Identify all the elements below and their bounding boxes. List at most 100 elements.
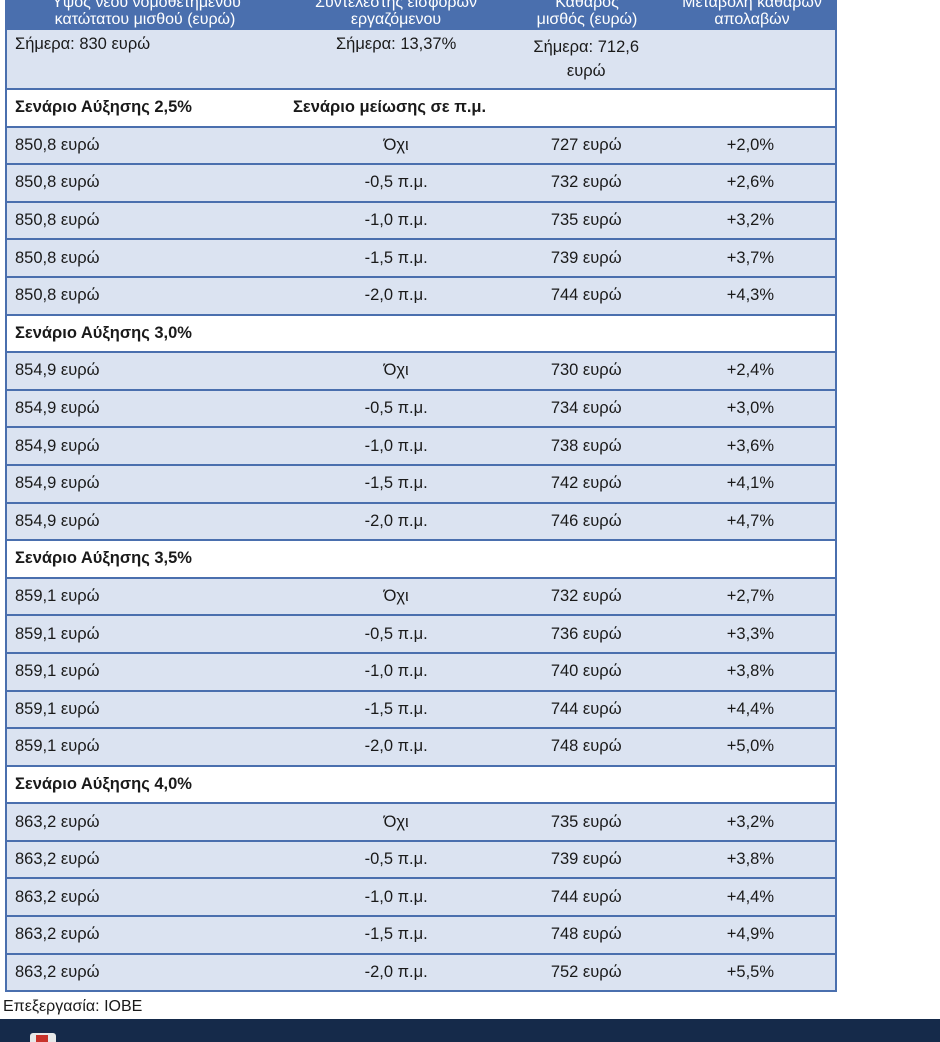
contribution-cell: -1,5 π.μ. [364, 248, 428, 267]
today-contribution: Σήμερα: 13,37% [335, 35, 457, 53]
table-header: Ύψος νέου νομοθετημένου κατώτατου μισθού… [5, 0, 837, 30]
net-wage-cell: 739 ευρώ [550, 248, 622, 267]
net-change-cell: +4,7% [726, 511, 775, 530]
net-change-cell: +5,5% [726, 962, 775, 981]
net-change-cell: +4,9% [726, 925, 775, 944]
net-change-cell: +3,2% [726, 211, 775, 230]
net-wage-cell: 735 ευρώ [550, 812, 622, 831]
net-change-cell: +3,3% [726, 624, 775, 643]
contribution-cell: -0,5 π.μ. [364, 850, 428, 869]
header-net-wage-line1: Καθαρός [555, 0, 619, 11]
min-wage-cell: 854,9 ευρώ [15, 474, 100, 493]
min-wage-cell: 854,9 ευρώ [15, 436, 100, 455]
net-change-cell: +2,6% [726, 173, 775, 192]
net-change-cell: +3,0% [726, 399, 775, 418]
min-wage-cell: 850,8 ευρώ [15, 135, 100, 154]
min-wage-cell: 859,1 ευρώ [15, 737, 100, 756]
header-net-change: Μεταβολή καθαρών απολαβών [667, 0, 837, 30]
min-wage-cell: 850,8 ευρώ [15, 211, 100, 230]
table-row: 854,9 ευρώ -0,5 π.μ. 734 ευρώ +3,0% [7, 390, 835, 429]
net-change-cell: +2,0% [726, 135, 775, 154]
net-change-cell: +3,6% [726, 436, 775, 455]
net-wage-cell: 730 ευρώ [550, 361, 622, 380]
contribution-cell: -2,0 π.μ. [364, 511, 428, 530]
scenario-header-row: Σενάριο Αύξησης 3,0% [7, 315, 835, 354]
min-wage-cell: 863,2 ευρώ [15, 887, 100, 906]
min-wage-cell: 863,2 ευρώ [15, 850, 100, 869]
net-change-cell: +3,2% [726, 812, 775, 831]
wage-scenarios-table: Σήμερα: 830 ευρώ Σήμερα: 13,37% Σήμερα: … [5, 30, 837, 993]
scenario-title: Σενάριο Αύξησης 2,5% [15, 98, 192, 117]
net-change-cell: +4,3% [726, 286, 775, 305]
min-wage-cell: 859,1 ευρώ [15, 587, 100, 606]
net-change-cell: +3,8% [726, 662, 775, 681]
net-wage-cell: 748 ευρώ [550, 737, 622, 756]
min-wage-cell: 863,2 ευρώ [15, 925, 100, 944]
table-row: 850,8 ευρώ Όχι 727 ευρώ +2,0% [7, 127, 835, 166]
min-wage-cell: 863,2 ευρώ [15, 812, 100, 831]
table-row: 850,8 ευρώ -0,5 π.μ. 732 ευρώ +2,6% [7, 165, 835, 203]
header-min-wage-line1: Ύψος νέου νομοθετημένου [49, 0, 241, 11]
table-row: 854,9 ευρώ Όχι 730 ευρώ +2,4% [7, 353, 835, 391]
header-min-wage: Ύψος νέου νομοθετημένου κατώτατου μισθού… [5, 0, 285, 30]
table-row: 854,9 ευρώ -1,5 π.μ. 742 ευρώ +4,1% [7, 465, 835, 504]
min-wage-cell: 854,9 ευρώ [15, 511, 100, 530]
net-wage-cell: 744 ευρώ [550, 887, 622, 906]
table-row: 863,2 ευρώ Όχι 735 ευρώ +3,2% [7, 804, 835, 842]
contribution-cell: -1,5 π.μ. [364, 474, 428, 493]
contribution-cell: Όχι [383, 812, 409, 831]
net-change-cell: +4,4% [726, 699, 775, 718]
net-change-cell: +3,8% [726, 850, 775, 869]
reduction-scenario-label: Σενάριο μείωσης σε π.μ. [293, 98, 487, 117]
net-change-cell: +2,7% [726, 587, 775, 606]
net-wage-cell: 738 ευρώ [550, 436, 622, 455]
min-wage-cell: 859,1 ευρώ [15, 624, 100, 643]
net-change-cell: +4,4% [726, 887, 775, 906]
net-wage-cell: 727 ευρώ [550, 135, 622, 154]
table-row: 859,1 ευρώ Όχι 732 ευρώ +2,7% [7, 578, 835, 617]
net-wage-cell: 744 ευρώ [550, 699, 622, 718]
contribution-cell: Όχι [383, 361, 409, 380]
table-row: 863,2 ευρώ -1,0 π.μ. 744 ευρώ +4,4% [7, 879, 835, 918]
contribution-cell: -0,5 π.μ. [364, 624, 428, 643]
min-wage-cell: 863,2 ευρώ [15, 962, 100, 981]
table-row: 850,8 ευρώ -2,0 π.μ. 744 ευρώ +4,3% [7, 277, 835, 316]
min-wage-cell: 850,8 ευρώ [15, 248, 100, 267]
today-min-wage: Σήμερα: 830 ευρώ [15, 35, 151, 53]
table-row: 859,1 ευρώ -2,0 π.μ. 748 ευρώ +5,0% [7, 729, 835, 767]
net-wage-cell: 739 ευρώ [550, 850, 622, 869]
header-net-change-line1: Μεταβολή καθαρών [682, 0, 822, 11]
min-wage-cell: 859,1 ευρώ [15, 699, 100, 718]
min-wage-cell: 859,1 ευρώ [15, 662, 100, 681]
min-wage-cell: 850,8 ευρώ [15, 173, 100, 192]
contribution-cell: Όχι [383, 135, 409, 154]
net-wage-cell: 736 ευρώ [550, 624, 622, 643]
net-wage-cell: 735 ευρώ [550, 211, 622, 230]
scenario-title: Σενάριο Αύξησης 4,0% [15, 774, 192, 793]
table-row: 863,2 ευρώ -2,0 π.μ. 752 ευρώ +5,5% [7, 954, 835, 993]
header-net-wage-line2: μισθός (ευρώ) [536, 11, 638, 28]
scenario-title: Σενάριο Αύξησης 3,5% [15, 549, 192, 568]
contribution-cell: -1,0 π.μ. [364, 211, 428, 230]
contribution-cell: Όχι [383, 587, 409, 606]
net-change-cell: +3,7% [726, 248, 775, 267]
contribution-cell: -1,0 π.μ. [364, 436, 428, 455]
header-contribution-line2: εργαζόμενου [350, 11, 442, 28]
today-net-wage: Σήμερα: 712,6 ευρώ [507, 35, 666, 83]
header-net-change-line2: απολαβών [714, 11, 790, 28]
min-wage-cell: 854,9 ευρώ [15, 361, 100, 380]
net-wage-cell: 734 ευρώ [550, 399, 622, 418]
today-net-wage-line1: Σήμερα: 712,6 [533, 38, 640, 56]
header-contribution-line1: Συντελεστής εισφορών [315, 0, 477, 11]
contribution-cell: -2,0 π.μ. [364, 286, 428, 305]
source-note: Επεξεργασία: ΙΟΒΕ [3, 998, 143, 1015]
app-icon[interactable] [30, 1033, 56, 1042]
table-row: 859,1 ευρώ -1,0 π.μ. 740 ευρώ +3,8% [7, 653, 835, 692]
net-change-cell: +4,1% [726, 474, 775, 493]
table-row: 850,8 ευρώ -1,0 π.μ. 735 ευρώ +3,2% [7, 202, 835, 241]
net-wage-cell: 744 ευρώ [550, 286, 622, 305]
net-wage-cell: 748 ευρώ [550, 925, 622, 944]
net-wage-cell: 740 ευρώ [550, 662, 622, 681]
contribution-cell: -1,0 π.μ. [364, 662, 428, 681]
